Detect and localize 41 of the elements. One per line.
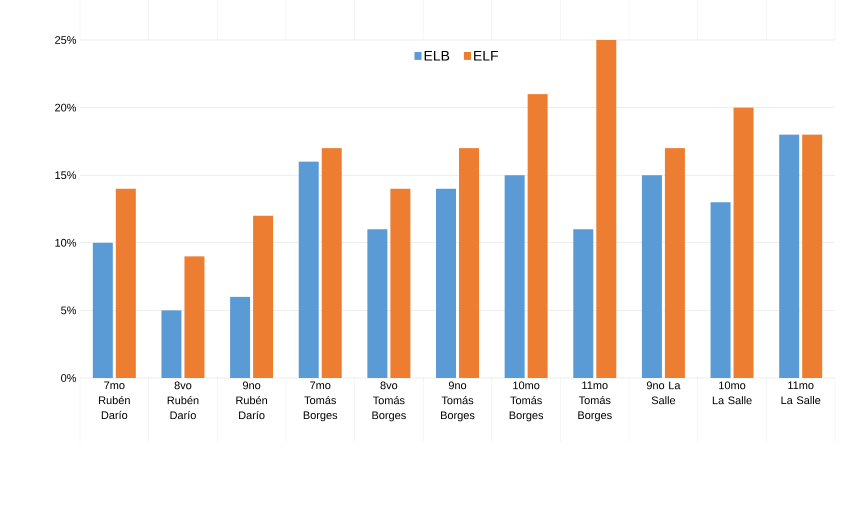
bar xyxy=(92,242,113,378)
x-tick-label: 10mo La Salle xyxy=(712,382,752,404)
y-tick-label: 15% xyxy=(55,171,76,180)
bar xyxy=(779,134,800,378)
bar xyxy=(573,229,594,378)
x-tick-label: 9no Rubén Darío xyxy=(236,382,268,420)
x-tick-label: 10mo Tomás Borges xyxy=(510,382,544,422)
bar xyxy=(322,148,342,378)
x-tick-label: 11mo La Salle xyxy=(781,382,820,404)
bar xyxy=(528,94,548,378)
bar xyxy=(802,134,822,378)
bar xyxy=(230,296,250,378)
bar xyxy=(161,310,182,378)
bar xyxy=(367,229,388,378)
x-tick-label: 11mo Tomás Borges xyxy=(578,382,612,422)
bar xyxy=(459,148,480,378)
bar xyxy=(596,40,616,378)
bar xyxy=(734,108,754,378)
bar xyxy=(664,148,685,378)
x-tick-label: 9no La Salle xyxy=(646,382,680,404)
y-tick-label: 10% xyxy=(55,238,76,247)
bar xyxy=(504,175,525,378)
y-tick-label: 5% xyxy=(61,306,76,314)
bar xyxy=(116,188,136,378)
x-tick-label: 8vo Rubén Darío xyxy=(168,382,198,420)
y-tick-label: 25% xyxy=(55,36,76,44)
x-tick-label: 7mo Tomás Borges xyxy=(304,382,338,422)
x-tick-label: 8vo Tomás Borges xyxy=(372,382,406,422)
bar xyxy=(436,188,456,378)
x-tick-label: 7mo Rubén Darío xyxy=(99,382,130,420)
legend-label: ELF xyxy=(474,50,498,61)
y-tick-label: 20% xyxy=(55,104,76,112)
y-tick-label: 0% xyxy=(61,374,76,382)
bar xyxy=(298,162,319,378)
bar xyxy=(390,188,410,378)
x-tick-label: 9no Tomás Borges xyxy=(441,382,474,422)
bar xyxy=(642,175,662,378)
bar xyxy=(710,202,731,378)
bar xyxy=(184,256,204,378)
legend-label: ELB xyxy=(424,50,450,61)
bar xyxy=(253,216,274,378)
